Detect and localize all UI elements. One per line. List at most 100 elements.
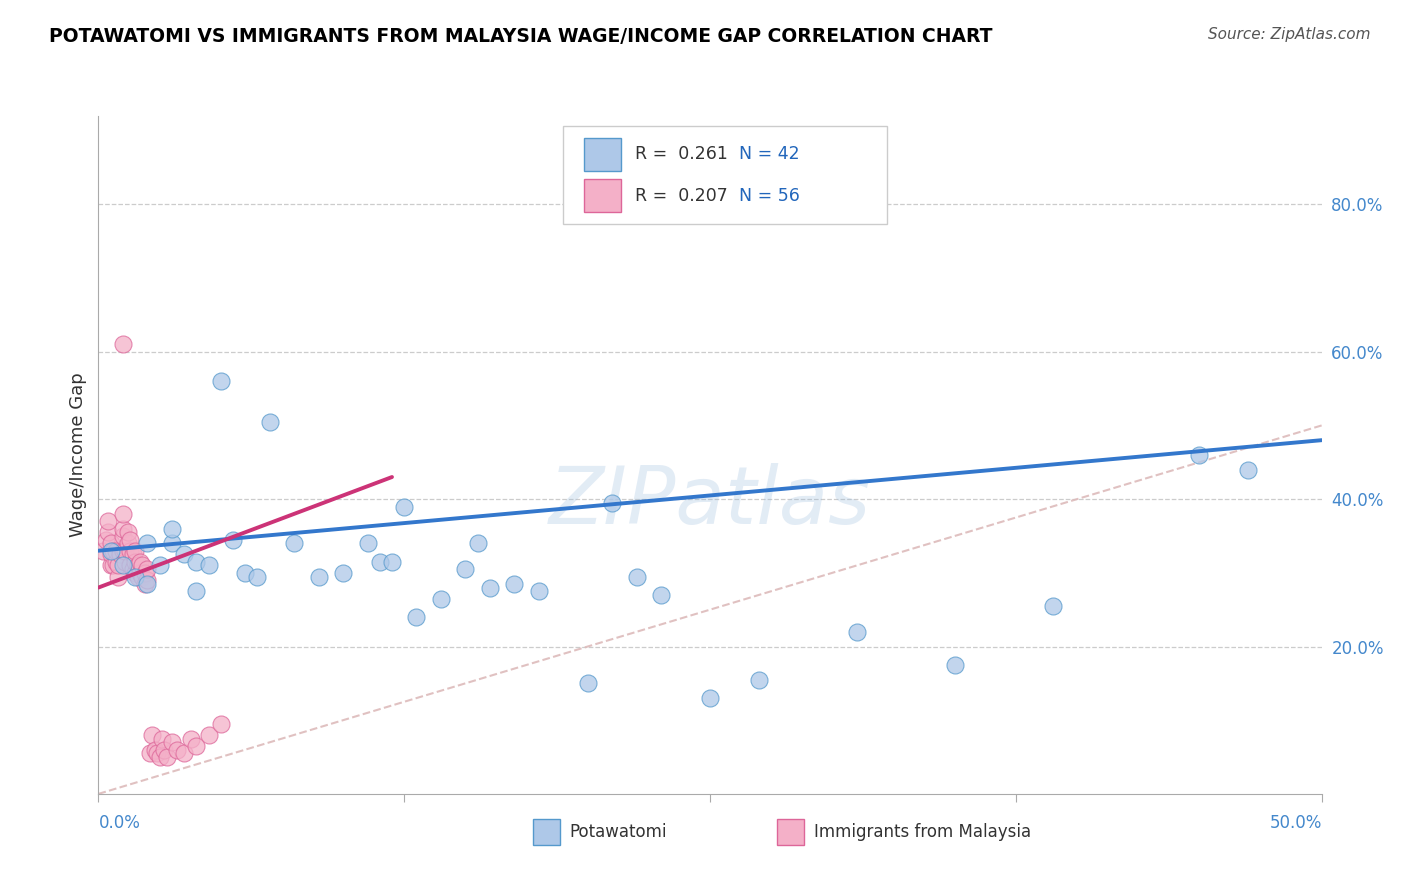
Point: [222, 533, 245, 547]
Text: N = 56: N = 56: [740, 186, 800, 204]
Point: [100, 558, 122, 573]
FancyBboxPatch shape: [564, 126, 887, 225]
Point: [180, 731, 202, 746]
Point: [356, 536, 378, 550]
Point: [381, 555, 404, 569]
Point: [100, 543, 122, 558]
Point: [166, 742, 188, 756]
Point: [650, 588, 672, 602]
Point: [1042, 599, 1064, 613]
Point: [107, 569, 129, 583]
Point: [186, 555, 208, 569]
Y-axis label: Wage/Income Gap: Wage/Income Gap: [69, 373, 87, 537]
Point: [478, 581, 501, 595]
Point: [845, 624, 868, 639]
Point: [111, 529, 134, 543]
Point: [114, 543, 136, 558]
Point: [124, 569, 146, 583]
Point: [943, 657, 966, 672]
Point: [120, 543, 142, 558]
Point: [91, 543, 114, 558]
Text: Immigrants from Malaysia: Immigrants from Malaysia: [814, 822, 1031, 841]
Point: [600, 496, 623, 510]
FancyBboxPatch shape: [583, 179, 620, 212]
Point: [430, 591, 453, 606]
Point: [101, 543, 124, 558]
Point: [124, 543, 146, 558]
Point: [136, 573, 159, 587]
Point: [467, 536, 489, 550]
Text: N = 42: N = 42: [740, 145, 800, 163]
Point: [160, 536, 183, 550]
Point: [139, 747, 162, 761]
Point: [153, 742, 176, 756]
Point: [111, 543, 134, 558]
Point: [131, 558, 153, 573]
Point: [111, 337, 134, 351]
Point: [259, 415, 281, 429]
Point: [146, 747, 169, 761]
Point: [368, 555, 391, 569]
Point: [124, 555, 146, 569]
Point: [454, 562, 477, 576]
Point: [186, 739, 208, 753]
Point: [97, 514, 120, 528]
Point: [120, 558, 142, 573]
Point: [233, 566, 256, 580]
Point: [141, 728, 163, 742]
Point: [127, 558, 149, 573]
Text: 50.0%: 50.0%: [1270, 814, 1322, 832]
Point: [100, 536, 122, 550]
Point: [100, 548, 122, 562]
Point: [127, 569, 149, 583]
Point: [121, 562, 143, 576]
Point: [149, 558, 172, 573]
Point: [136, 562, 159, 576]
Point: [149, 750, 172, 764]
FancyBboxPatch shape: [778, 819, 804, 845]
Point: [160, 735, 183, 749]
Point: [129, 566, 152, 580]
Point: [111, 522, 134, 536]
Text: Source: ZipAtlas.com: Source: ZipAtlas.com: [1208, 27, 1371, 42]
Point: [748, 673, 770, 687]
Text: R =  0.207: R = 0.207: [636, 186, 728, 204]
Point: [283, 536, 305, 550]
FancyBboxPatch shape: [583, 138, 620, 170]
Point: [503, 577, 526, 591]
Point: [160, 522, 183, 536]
Point: [136, 536, 159, 550]
Point: [107, 558, 129, 573]
Point: [308, 569, 330, 583]
Point: [392, 500, 416, 514]
Point: [143, 742, 166, 756]
Point: [527, 584, 550, 599]
Point: [124, 566, 146, 580]
Point: [104, 543, 127, 558]
Point: [97, 525, 120, 540]
Text: POTAWATOMI VS IMMIGRANTS FROM MALAYSIA WAGE/INCOME GAP CORRELATION CHART: POTAWATOMI VS IMMIGRANTS FROM MALAYSIA W…: [49, 27, 993, 45]
Point: [134, 577, 156, 591]
Point: [110, 548, 132, 562]
Point: [136, 577, 159, 591]
Point: [120, 533, 142, 547]
Point: [150, 731, 173, 746]
Point: [626, 569, 648, 583]
Point: [699, 691, 721, 706]
Point: [1188, 448, 1211, 462]
Point: [104, 555, 127, 569]
Point: [197, 558, 219, 573]
Point: [114, 555, 136, 569]
Point: [405, 610, 427, 624]
Point: [117, 536, 139, 550]
Point: [246, 569, 269, 583]
Point: [173, 747, 195, 761]
Point: [117, 525, 139, 540]
Point: [111, 507, 134, 521]
Text: Potawatomi: Potawatomi: [569, 822, 666, 841]
Point: [1237, 463, 1260, 477]
Text: ZIPatlas: ZIPatlas: [548, 463, 872, 541]
Point: [156, 750, 179, 764]
Point: [332, 566, 354, 580]
Point: [186, 584, 208, 599]
